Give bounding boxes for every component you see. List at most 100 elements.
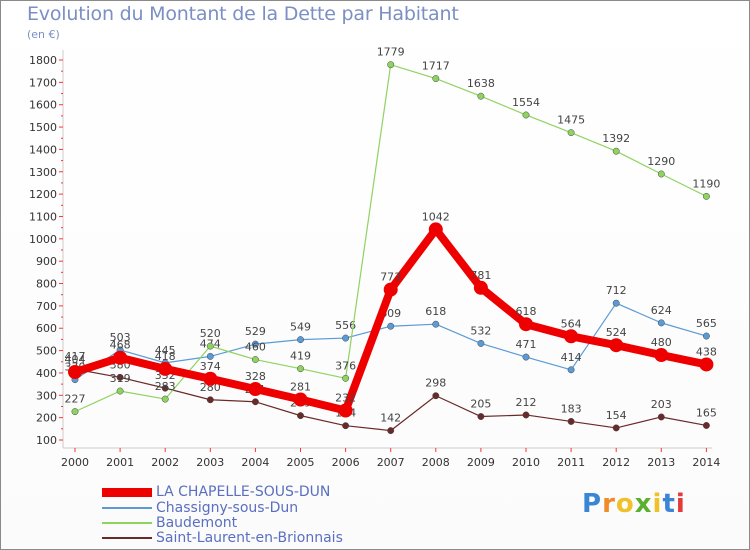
- legend-swatch: [102, 487, 152, 497]
- data-label-baudemont: 376: [335, 359, 356, 372]
- data-label-la-chapelle-sous-dun: 328: [245, 370, 266, 383]
- data-point-chassigny-sous-dun: [612, 299, 620, 307]
- data-point-baudemont: [567, 129, 575, 137]
- data-point-la-chapelle-sous-dun: [203, 371, 218, 386]
- data-label-baudemont: 1475: [557, 114, 585, 127]
- y-tick-label: 500: [36, 345, 57, 358]
- data-point-baudemont: [342, 374, 350, 382]
- legend-item-saint-laurent-en-brionnais: Saint-Laurent-en-Brionnais: [102, 530, 343, 546]
- data-label-chassigny-sous-dun: 471: [516, 338, 537, 351]
- data-point-saint-laurent-en-brionnais: [522, 411, 530, 419]
- x-tick-label: 2011: [557, 456, 585, 469]
- data-point-chassigny-sous-dun: [206, 352, 214, 360]
- data-point-la-chapelle-sous-dun: [158, 361, 173, 376]
- unit-label: (en €): [27, 28, 60, 41]
- x-tick-label: 2013: [647, 456, 675, 469]
- y-tick-label: 1000: [29, 233, 57, 246]
- legend-item-chassigny-sous-dun: Chassigny-sous-Dun: [102, 500, 298, 516]
- data-label-baudemont: 520: [200, 327, 221, 340]
- data-point-saint-laurent-en-brionnais: [206, 396, 214, 404]
- data-label-la-chapelle-sous-dun: 781: [470, 269, 491, 282]
- data-label-baudemont: 419: [290, 350, 311, 363]
- x-tick-label: 2012: [602, 456, 630, 469]
- legend-item-baudemont: Baudemont: [102, 515, 237, 531]
- data-label-la-chapelle-sous-dun: 418: [155, 350, 176, 363]
- x-tick-label: 2000: [61, 456, 89, 469]
- data-point-la-chapelle-sous-dun: [654, 348, 669, 363]
- y-tick-label: 1500: [29, 121, 57, 134]
- data-point-baudemont: [702, 192, 710, 200]
- y-tick-label: 1800: [29, 54, 57, 67]
- data-label-chassigny-sous-dun: 503: [110, 331, 131, 344]
- data-point-la-chapelle-sous-dun: [699, 357, 714, 372]
- y-tick-label: 1400: [29, 143, 57, 156]
- data-point-saint-laurent-en-brionnais: [702, 422, 710, 429]
- data-point-baudemont: [657, 170, 665, 178]
- data-point-saint-laurent-en-brionnais: [251, 398, 259, 406]
- data-point-baudemont: [251, 356, 259, 363]
- data-label-la-chapelle-sous-dun: 232: [335, 391, 356, 404]
- data-label-la-chapelle-sous-dun: 438: [696, 345, 717, 358]
- data-point-baudemont: [522, 111, 530, 119]
- data-label-baudemont: 1717: [422, 60, 450, 73]
- y-tick-label: 900: [36, 255, 57, 268]
- data-point-saint-laurent-en-brionnais: [612, 424, 620, 432]
- x-tick-label: 2006: [332, 456, 360, 469]
- data-point-chassigny-sous-dun: [387, 322, 395, 330]
- data-point-baudemont: [161, 395, 169, 403]
- data-point-la-chapelle-sous-dun: [383, 282, 398, 297]
- data-point-la-chapelle-sous-dun: [564, 329, 579, 344]
- data-point-baudemont: [297, 365, 304, 373]
- data-point-saint-laurent-en-brionnais: [477, 413, 485, 420]
- data-label-saint-laurent-en-brionnais: 183: [561, 402, 582, 415]
- data-label-chassigny-sous-dun: 532: [470, 324, 491, 337]
- data-label-chassigny-sous-dun: 712: [606, 284, 627, 297]
- data-label-saint-laurent-en-brionnais: 165: [696, 406, 717, 419]
- y-tick-label: 300: [36, 389, 57, 402]
- x-tick-label: 2008: [422, 456, 450, 469]
- data-point-baudemont: [612, 147, 620, 155]
- y-tick-label: 1200: [29, 188, 57, 201]
- y-tick-label: 400: [36, 367, 57, 380]
- data-label-baudemont: 460: [245, 341, 266, 354]
- data-label-saint-laurent-en-brionnais: 203: [651, 398, 672, 411]
- logo-letter: P: [582, 489, 603, 519]
- data-label-la-chapelle-sous-dun: 773: [380, 271, 401, 284]
- x-tick-label: 2002: [151, 456, 179, 469]
- legend-label: Saint-Laurent-en-Brionnais: [156, 530, 343, 546]
- proxiti-logo: Proxiti: [582, 489, 686, 519]
- data-label-baudemont: 227: [65, 393, 86, 406]
- data-label-la-chapelle-sous-dun: 480: [651, 336, 672, 349]
- data-label-chassigny-sous-dun: 414: [561, 351, 582, 364]
- data-label-chassigny-sous-dun: 549: [290, 321, 311, 334]
- data-label-baudemont: 283: [155, 380, 176, 393]
- data-label-la-chapelle-sous-dun: 524: [606, 326, 627, 339]
- data-point-saint-laurent-en-brionnais: [387, 427, 395, 435]
- data-label-baudemont: 319: [110, 372, 131, 385]
- y-tick-label: 1700: [29, 76, 57, 89]
- data-point-baudemont: [477, 92, 485, 100]
- x-tick-label: 2014: [692, 456, 720, 469]
- data-label-baudemont: 1190: [692, 177, 720, 190]
- data-label-la-chapelle-sous-dun: 564: [561, 317, 582, 330]
- x-tick-label: 2007: [377, 456, 405, 469]
- data-label-saint-laurent-en-brionnais: 417: [65, 350, 86, 363]
- data-label-saint-laurent-en-brionnais: 212: [516, 396, 537, 409]
- data-point-chassigny-sous-dun: [522, 353, 530, 361]
- data-point-baudemont: [116, 387, 124, 395]
- data-label-saint-laurent-en-brionnais: 298: [425, 377, 446, 390]
- x-tick-label: 2010: [512, 456, 540, 469]
- y-tick-label: 600: [36, 322, 57, 335]
- data-label-saint-laurent-en-brionnais: 154: [606, 409, 627, 422]
- legend-label: Baudemont: [156, 515, 238, 531]
- data-point-saint-laurent-en-brionnais: [657, 413, 665, 421]
- legend-swatch: [102, 537, 152, 539]
- data-point-baudemont: [206, 342, 214, 350]
- data-point-saint-laurent-en-brionnais: [567, 417, 575, 425]
- legend-item-la-chapelle-sous-dun: LA CHAPELLE-SOUS-DUN: [102, 484, 330, 500]
- data-label-baudemont: 1554: [512, 96, 540, 109]
- y-tick-label: 100: [36, 434, 57, 447]
- x-tick-label: 2003: [196, 456, 224, 469]
- data-point-la-chapelle-sous-dun: [338, 403, 353, 418]
